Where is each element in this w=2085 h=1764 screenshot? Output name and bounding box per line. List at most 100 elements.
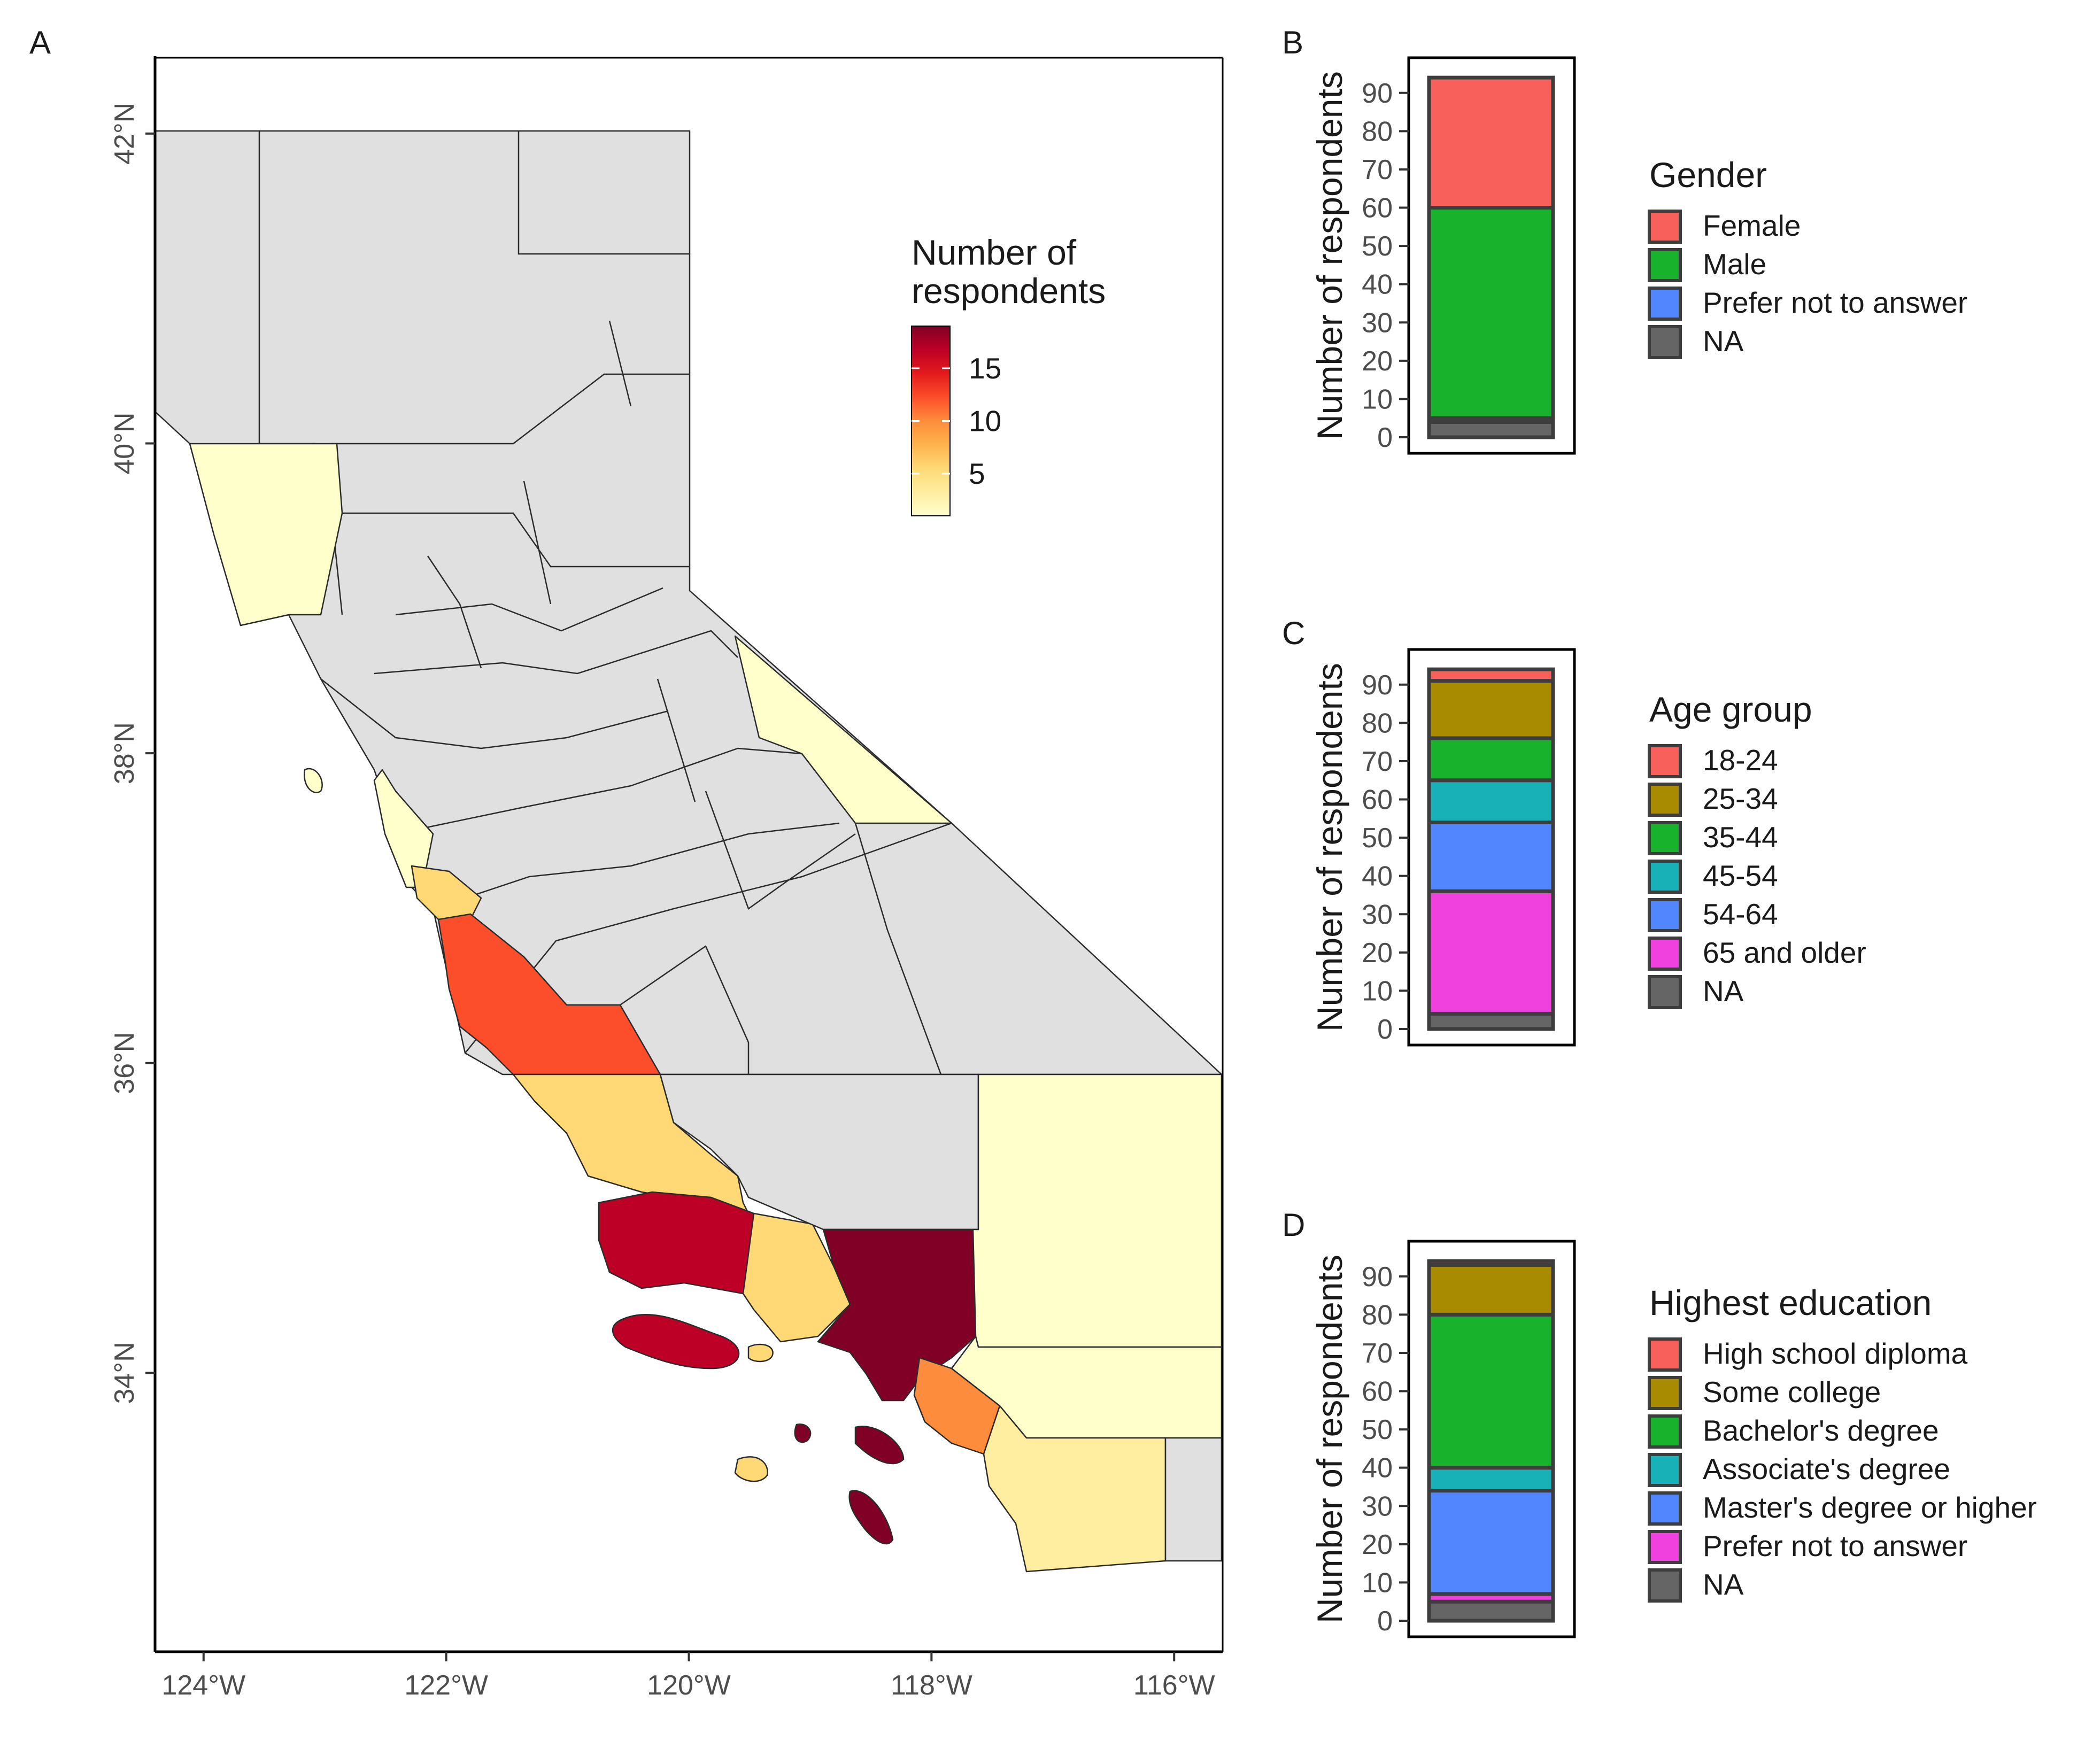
bar-legend-swatch [1648, 325, 1682, 359]
bar-y-tick-label: 50 [1362, 231, 1393, 262]
bar-legend-label: 35-44 [1703, 821, 1778, 854]
bar-y-tick-label: 50 [1362, 823, 1393, 854]
map-county-mono [734, 635, 953, 824]
bar-y-tick-label: 60 [1362, 785, 1393, 816]
legend-tick-label: 15 [969, 352, 1001, 385]
bar-legend-swatch [1648, 1568, 1682, 1603]
bar-segment [1427, 420, 1555, 439]
island-ventura-2 [734, 1456, 768, 1482]
map-legend-title-line1: Number of [912, 233, 1077, 272]
map-y-tick-label: 40°N [109, 412, 140, 474]
island-la-2 [854, 1426, 905, 1465]
bar-legend-swatch [1648, 937, 1682, 971]
bar-y-tick-label: 90 [1362, 1262, 1393, 1293]
island-santa-barbara-1 [612, 1313, 740, 1370]
bar-segment [1427, 679, 1555, 740]
map-y-tick-label: 36°N [109, 1032, 140, 1094]
map-county-imperial [1164, 1437, 1223, 1562]
bar-segment [1427, 1312, 1555, 1470]
bar-legend-label: Prefer not to answer [1703, 286, 1967, 319]
bar-segment [1427, 1263, 1555, 1317]
bar-y-tick-label: 30 [1362, 899, 1393, 930]
panel-letter-a: A [29, 25, 51, 60]
bar-y-tick-label: 60 [1362, 193, 1393, 224]
bar-segment [1427, 206, 1555, 420]
bar-y-tick-label: 40 [1362, 1453, 1393, 1484]
map-x-ticks: 124°W 122°W 120°W 118°W 116°W [161, 1652, 1215, 1701]
panel-d-bar: D 0 10 20 30 40 50 60 70 80 90 Number of respondent… [1282, 1207, 2037, 1638]
bar-y-tick-label: 20 [1362, 346, 1393, 377]
panel-b-bar: B 0 10 20 30 40 50 60 70 80 90 Number of respondent… [1282, 25, 1967, 455]
bar-legend-label: 25-34 [1703, 782, 1778, 815]
bar-legend-swatch [1648, 1453, 1682, 1487]
bar-legend-label: Bachelor's degree [1703, 1414, 1939, 1447]
bar-legend-label: Prefer not to answer [1703, 1529, 1967, 1562]
bar-segment [1427, 889, 1555, 1016]
bar-legend-swatch [1648, 287, 1682, 321]
bar-y-tick-label: 80 [1362, 708, 1393, 739]
map-county-santa-barbara [598, 1191, 760, 1295]
bar-legend-swatch [1648, 1491, 1682, 1526]
map-x-tick-label: 116°W [1133, 1670, 1215, 1701]
bar-y-tick-label: 40 [1362, 269, 1393, 300]
bar-y-tick-label: 90 [1362, 670, 1393, 701]
map-y-ticks: 42°N 40°N 38°N 36°N 34°N [109, 103, 155, 1404]
map-county-marin [373, 769, 434, 888]
bar-segment [1427, 1599, 1555, 1623]
bar-legend-label: High school diploma [1703, 1337, 1968, 1370]
island-la-1 [794, 1423, 812, 1443]
bar-y-tick-label: 20 [1362, 1529, 1393, 1560]
bar-y-tick-label: 30 [1362, 307, 1393, 338]
map-x-tick-label: 118°W [891, 1670, 972, 1701]
bar-segment [1427, 1489, 1555, 1596]
bar-legend-label: NA [1703, 324, 1744, 358]
bar-legend-title: Highest education [1649, 1283, 1932, 1322]
bar-legend-swatch [1648, 783, 1682, 817]
bar-y-axis-label: Number of respondents [1310, 71, 1349, 440]
bar-legend-label: Master's degree or higher [1703, 1491, 2037, 1524]
island-marin [303, 768, 323, 793]
map-county-san-bernardino [972, 1073, 1223, 1348]
bar-segment [1427, 820, 1555, 893]
panel-a-map: A [29, 25, 1224, 1701]
bar-legend-swatch [1648, 210, 1682, 244]
island-ventura-1 [747, 1343, 774, 1363]
map-x-tick-label: 122°W [404, 1670, 488, 1701]
bar-y-tick-label: 60 [1362, 1376, 1393, 1407]
bar-legend-swatch [1648, 898, 1682, 932]
bar-y-tick-label: 0 [1377, 1014, 1393, 1045]
bar-legend-swatch [1648, 1376, 1682, 1410]
bar-legend-label: Female [1703, 209, 1801, 242]
bar-y-tick-label: 80 [1362, 1299, 1393, 1330]
bar-y-axis-label: Number of respondents [1310, 1255, 1349, 1623]
bar-segment [1427, 1011, 1555, 1031]
map-county-mendocino [189, 443, 343, 626]
bar-segment [1427, 75, 1555, 210]
bar-y-tick-label: 40 [1362, 861, 1393, 892]
bar-segment [1427, 667, 1555, 683]
bar-y-tick-label: 50 [1362, 1414, 1393, 1445]
bar-legend-label: Male [1703, 247, 1766, 281]
map-x-tick-label: 120°W [647, 1670, 731, 1701]
map-y-tick-label: 38°N [109, 722, 140, 784]
bar-y-axis-label: Number of respondents [1310, 663, 1349, 1032]
bar-panels: B 0 10 20 30 40 50 60 70 80 90 Number of respondent… [1282, 25, 2037, 1638]
map-x-tick-label: 124°W [161, 1670, 245, 1701]
bar-y-tick-label: 30 [1362, 1491, 1393, 1522]
panel-c-bar: C 0 10 20 30 40 50 60 70 80 90 Number of respondent… [1282, 615, 1866, 1047]
island-la-3 [848, 1490, 894, 1545]
bar-y-tick-label: 80 [1362, 116, 1393, 147]
bar-legend-swatch [1648, 975, 1682, 1009]
bar-y-tick-label: 0 [1377, 1606, 1393, 1637]
california-county-map [154, 130, 1223, 1573]
map-y-tick-label: 42°N [109, 103, 140, 165]
bar-y-tick-label: 70 [1362, 746, 1393, 777]
panel-letter-d: D [1282, 1207, 1305, 1243]
bar-y-tick-label: 70 [1362, 1338, 1393, 1369]
bar-legend-label: 18-24 [1703, 744, 1778, 777]
bar-legend-label: 54-64 [1703, 898, 1778, 931]
bar-legend-title: Gender [1649, 155, 1767, 195]
bar-y-tick-label: 10 [1362, 976, 1393, 1007]
bar-y-tick-label: 10 [1362, 1567, 1393, 1598]
